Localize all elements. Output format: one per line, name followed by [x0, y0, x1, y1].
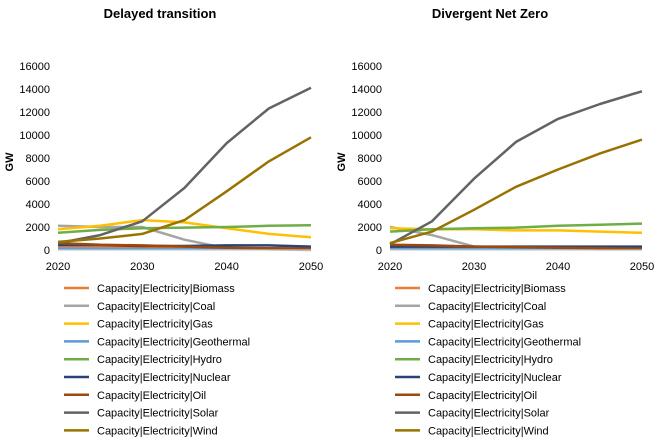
legend: Capacity|Electricity|Biomass Capacity|Ele… — [395, 283, 581, 437]
series-line-wind — [57, 136, 312, 244]
legend-item-oil: Capacity|Electricity|Oil — [395, 390, 537, 402]
y-tick-label: 4000 — [358, 199, 382, 211]
y-tick-label: 6000 — [358, 176, 382, 188]
legend-item-coal: Capacity|Electricity|Coal — [395, 301, 546, 313]
y-tick-label: 10000 — [19, 130, 50, 142]
legend-item-hydro: Capacity|Electricity|Hydro — [395, 354, 553, 366]
legend-item-nuclear: Capacity|Electricity|Nuclear — [64, 372, 231, 384]
series-line-oil — [389, 243, 643, 251]
x-tick-label: 2050 — [630, 261, 654, 273]
y-tick-label: 2000 — [26, 222, 50, 234]
chart-title: Delayed transition — [104, 6, 217, 21]
legend-item-biomass: Capacity|Electricity|Biomass — [64, 283, 235, 295]
legend-item-oil: Capacity|Electricity|Oil — [64, 390, 206, 402]
y-tick-label: 0 — [44, 245, 50, 257]
y-tick-label: 8000 — [358, 153, 382, 165]
legend-item-geothermal: Capacity|Electricity|Geothermal — [64, 336, 250, 348]
legend-label: Capacity|Electricity|Geothermal — [428, 336, 581, 348]
y-tick-label: 14000 — [19, 84, 50, 96]
legend-label: Capacity|Electricity|Biomass — [97, 283, 235, 295]
x-tick-label: 2020 — [46, 261, 70, 273]
legend-label: Capacity|Electricity|Oil — [97, 390, 206, 402]
legend-label: Capacity|Electricity|Nuclear — [428, 372, 562, 384]
y-tick-label: 0 — [376, 245, 382, 257]
legend-label: Capacity|Electricity|Solar — [428, 408, 550, 420]
legend-item-hydro: Capacity|Electricity|Hydro — [64, 354, 222, 366]
y-tick-label: 14000 — [351, 84, 382, 96]
legend-label: Capacity|Electricity|Biomass — [428, 283, 566, 295]
legend-label: Capacity|Electricity|Gas — [97, 319, 213, 331]
y-axis-label: GW — [4, 152, 16, 172]
x-tick-label: 2020 — [378, 261, 402, 273]
legend-label: Capacity|Electricity|Gas — [428, 319, 544, 331]
y-tick-label: 16000 — [351, 61, 382, 73]
series-line-hydro — [389, 222, 643, 233]
legend-item-coal: Capacity|Electricity|Coal — [64, 301, 215, 313]
chart-title: Divergent Net Zero — [432, 6, 548, 21]
y-tick-label: 2000 — [358, 222, 382, 234]
y-tick-label: 16000 — [19, 61, 50, 73]
series-line-solar — [57, 86, 312, 245]
x-tick-label: 2050 — [299, 261, 323, 273]
y-tick-label: 6000 — [26, 176, 50, 188]
legend-item-geothermal: Capacity|Electricity|Geothermal — [395, 336, 581, 348]
legend-label: Capacity|Electricity|Geothermal — [97, 336, 250, 348]
y-tick-label: 12000 — [351, 107, 382, 119]
legend-item-solar: Capacity|Electricity|Solar — [395, 408, 550, 420]
legend-item-wind: Capacity|Electricity|Wind — [395, 425, 549, 437]
legend-label: Capacity|Electricity|Hydro — [97, 354, 222, 366]
legend-label: Capacity|Electricity|Solar — [97, 408, 219, 420]
y-tick-label: 12000 — [19, 107, 50, 119]
legend-label: Capacity|Electricity|Wind — [97, 425, 218, 437]
x-tick-label: 2040 — [214, 261, 238, 273]
x-tick-label: 2040 — [546, 261, 570, 273]
legend-item-gas: Capacity|Electricity|Gas — [395, 319, 544, 331]
legend: Capacity|Electricity|Biomass Capacity|Ele… — [64, 283, 250, 437]
y-tick-label: 4000 — [26, 199, 50, 211]
legend-label: Capacity|Electricity|Oil — [428, 390, 537, 402]
y-tick-label: 8000 — [26, 153, 50, 165]
series-line-wind — [389, 138, 643, 245]
y-tick-label: 10000 — [351, 130, 382, 142]
legend-item-gas: Capacity|Electricity|Gas — [64, 319, 213, 331]
legend-item-biomass: Capacity|Electricity|Biomass — [395, 283, 566, 295]
legend-label: Capacity|Electricity|Nuclear — [97, 372, 231, 384]
chart-net-zero: Divergent Net Zero GW 0 2000 4000 6000 8000 100… — [336, 6, 654, 437]
legend-item-nuclear: Capacity|Electricity|Nuclear — [395, 372, 562, 384]
series-line-gas — [57, 218, 312, 239]
legend-label: Capacity|Electricity|Coal — [97, 301, 215, 313]
legend-item-solar: Capacity|Electricity|Solar — [64, 408, 219, 420]
legend-label: Capacity|Electricity|Wind — [428, 425, 549, 437]
x-tick-label: 2030 — [130, 261, 154, 273]
chart-delayed: Delayed transition GW 0 2000 4000 6000 8000 100… — [4, 6, 323, 437]
x-tick-label: 2030 — [462, 261, 486, 273]
series-line-oil — [57, 241, 312, 251]
series-line-solar — [389, 90, 643, 246]
y-axis-label: GW — [336, 152, 348, 172]
series-line-hydro — [57, 224, 312, 235]
legend-label: Capacity|Electricity|Hydro — [428, 354, 553, 366]
legend-item-wind: Capacity|Electricity|Wind — [64, 425, 218, 437]
legend-label: Capacity|Electricity|Coal — [428, 301, 546, 313]
